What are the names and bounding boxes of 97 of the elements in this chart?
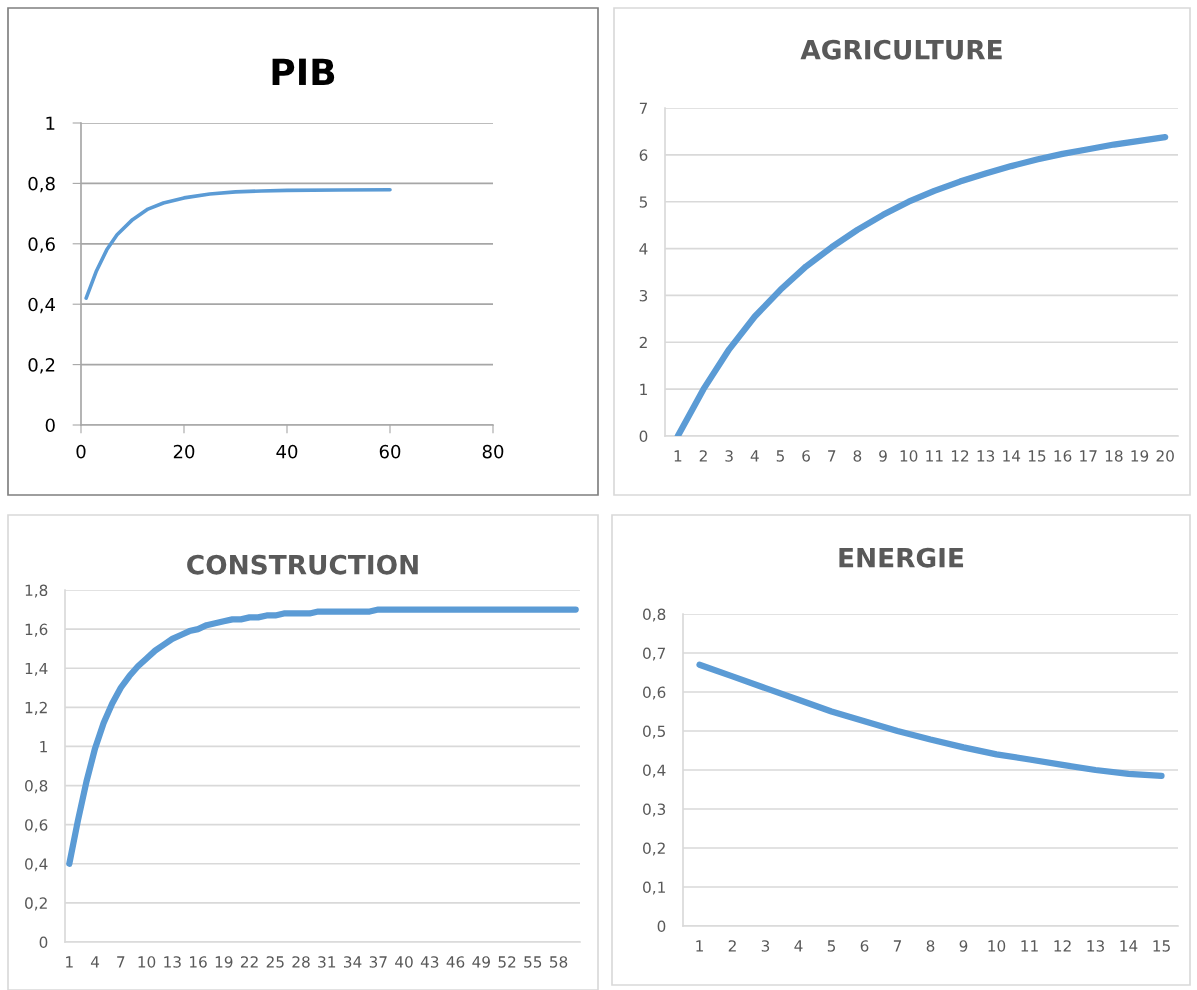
y-tick-label: 5 <box>639 196 647 208</box>
x-tick-label: 14 <box>1120 940 1138 952</box>
x-tick-label: 3 <box>761 940 770 952</box>
x-tick-label: 55 <box>524 956 542 968</box>
x-tick-label: 11 <box>1021 940 1038 952</box>
chart-title: AGRICULTURE <box>800 39 1002 60</box>
x-tick-label: 11 <box>926 450 943 462</box>
x-tick-label: 12 <box>951 450 969 462</box>
x-tick-label: 18 <box>1105 450 1123 462</box>
x-tick-label: 40 <box>395 956 413 968</box>
y-tick-label: 0 <box>657 920 666 933</box>
x-tick-label: 2 <box>728 940 736 952</box>
y-tick-label: 0 <box>45 418 55 433</box>
x-tick-label: 37 <box>369 956 387 968</box>
y-tick-label: 0,8 <box>28 176 55 193</box>
x-tick-label: 4 <box>794 940 803 952</box>
x-tick-label: 5 <box>827 940 836 952</box>
x-tick-label: 52 <box>498 956 516 968</box>
x-tick-label: 4 <box>750 450 759 462</box>
x-tick-label: 13 <box>1087 940 1104 952</box>
y-tick-label: 6 <box>639 149 648 161</box>
y-tick-label: 1,8 <box>25 584 48 598</box>
x-tick-label: 1 <box>66 956 73 968</box>
x-tick-label: 6 <box>802 450 810 462</box>
y-tick-label: 0 <box>639 430 648 443</box>
y-tick-label: 0,6 <box>25 819 48 833</box>
y-tick-label: 0,6 <box>643 686 666 700</box>
x-tick-label: 15 <box>1153 940 1170 952</box>
y-tick-label: 0,4 <box>25 858 48 872</box>
x-tick-label: 4 <box>90 956 100 968</box>
x-tick-label: 5 <box>776 450 784 462</box>
x-tick-label: 7 <box>828 450 836 462</box>
y-tick-label: 0,2 <box>25 897 47 911</box>
y-tick-label: 0,8 <box>25 780 48 794</box>
chart-title: ENERGIE <box>839 547 964 568</box>
y-tick-label: 1,4 <box>25 662 48 676</box>
x-tick-label: 19 <box>1131 450 1149 462</box>
x-tick-label: 49 <box>472 956 490 968</box>
x-tick-label: 16 <box>1054 450 1072 462</box>
y-tick-label: 0,1 <box>643 881 665 895</box>
y-tick-label: 2 <box>639 336 647 349</box>
x-tick-label: 7 <box>117 956 125 968</box>
x-tick-label: 9 <box>959 940 968 952</box>
x-tick-label: 10 <box>900 450 918 462</box>
x-tick-label: 10 <box>138 956 156 968</box>
x-tick-label: 43 <box>420 956 439 968</box>
x-tick-label: 8 <box>926 940 935 952</box>
x-tick-label: 6 <box>860 940 869 952</box>
x-tick-label: 12 <box>1054 940 1071 952</box>
y-tick-label: 1,2 <box>25 701 47 715</box>
x-tick-label: 1 <box>696 940 703 952</box>
y-tick-label: 0,8 <box>643 608 666 622</box>
line-series <box>84 187 392 300</box>
y-tick-label: 3 <box>639 289 648 302</box>
y-tick-label: 0,2 <box>28 358 55 374</box>
x-tick-label: 80 <box>482 444 504 459</box>
y-tick-label: 0,6 <box>28 237 55 253</box>
x-tick-label: 17 <box>1080 450 1097 462</box>
chart-title: PIB <box>272 58 335 85</box>
y-tick-label: 4 <box>639 243 648 255</box>
y-tick-label: 0,4 <box>28 297 55 314</box>
x-tick-label: 15 <box>1028 450 1046 462</box>
y-tick-label: 7 <box>639 102 648 114</box>
x-tick-label: 8 <box>853 450 862 462</box>
x-tick-label: 60 <box>379 444 401 459</box>
x-tick-label: 58 <box>550 956 568 968</box>
x-tick-label: 7 <box>893 940 902 952</box>
x-tick-label: 34 <box>343 956 362 968</box>
x-tick-label: 9 <box>879 450 887 462</box>
x-tick-label: 19 <box>215 956 233 968</box>
x-tick-label: 16 <box>190 956 207 968</box>
x-tick-label: 28 <box>292 956 310 968</box>
x-tick-label: 40 <box>276 444 298 459</box>
y-tick-label: 0,7 <box>643 647 666 661</box>
y-tick-label: 1,6 <box>25 623 48 637</box>
y-tick-label: 0,2 <box>643 842 665 856</box>
x-tick-label: 20 <box>173 444 195 459</box>
x-tick-label: 20 <box>1156 450 1174 462</box>
y-tick-label: 0,5 <box>643 725 665 739</box>
x-tick-label: 13 <box>164 956 181 968</box>
chart-title: CONSTRUCTION <box>187 554 418 575</box>
x-tick-label: 2 <box>699 450 707 462</box>
x-tick-label: 25 <box>266 956 284 968</box>
x-tick-label: 46 <box>446 956 465 968</box>
x-tick-label: 1 <box>674 450 682 462</box>
x-tick-label: 14 <box>1003 450 1021 462</box>
x-tick-label: 22 <box>240 956 258 968</box>
y-tick-label: 0,4 <box>643 764 666 778</box>
y-tick-label: 1 <box>640 383 647 395</box>
y-tick-label: 1 <box>40 741 47 753</box>
y-tick-label: 1 <box>46 116 55 130</box>
x-tick-label: 3 <box>725 450 733 462</box>
x-tick-label: 10 <box>988 940 1006 952</box>
y-tick-label: 0,3 <box>643 803 666 817</box>
x-tick-label: 0 <box>76 444 86 459</box>
x-tick-label: 31 <box>318 956 336 968</box>
x-tick-label: 13 <box>977 450 995 462</box>
